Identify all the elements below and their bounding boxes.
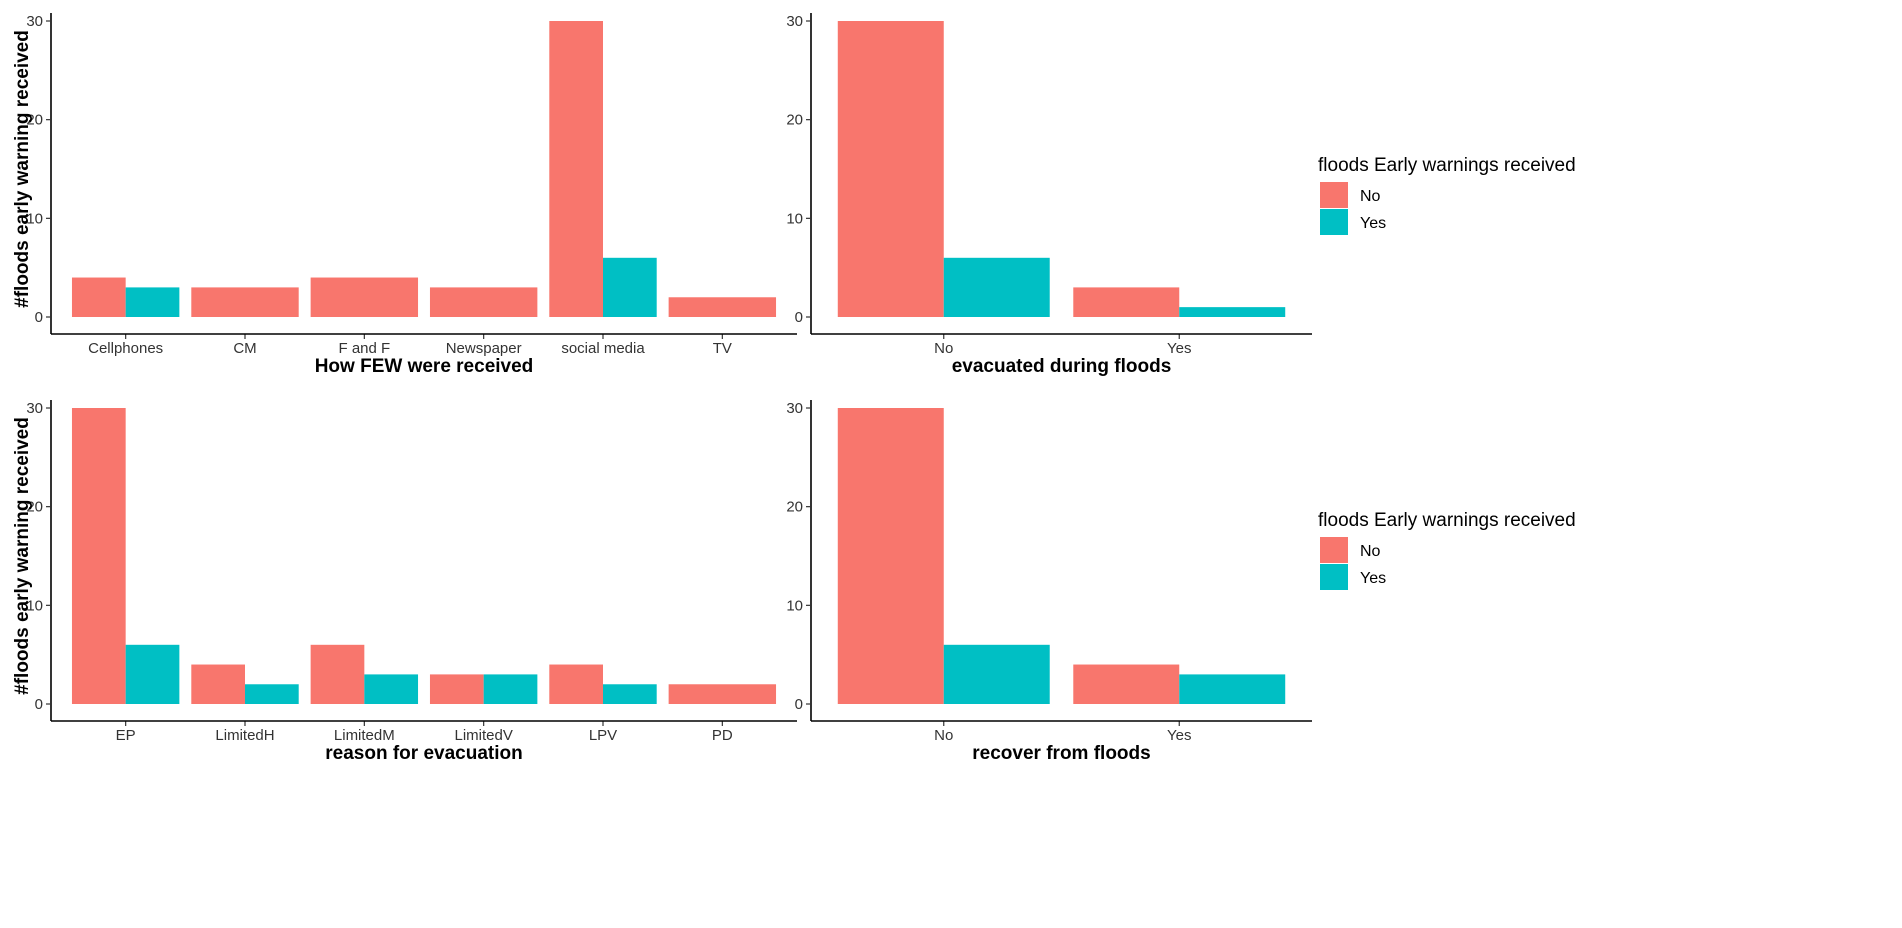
legend-label-no: No xyxy=(1360,543,1381,560)
bar-yes-limitedm xyxy=(364,674,419,704)
legend-bottom: floods Early warnings received No Yes xyxy=(1318,510,1576,590)
x-tick-label: PD xyxy=(712,727,733,744)
x-tick-label: Newspaper xyxy=(446,340,522,357)
x-tick-label: No xyxy=(934,340,953,357)
y-tick-label: 10 xyxy=(786,210,803,227)
y-tick-label: 30 xyxy=(26,400,43,417)
legend-title: floods Early warnings received xyxy=(1318,155,1576,176)
y-tick-label: 20 xyxy=(786,499,803,516)
y-tick-label: 0 xyxy=(795,309,803,326)
bar-no-yes xyxy=(1073,664,1180,704)
bar-no-lpv xyxy=(549,664,603,704)
bar-yes-ep xyxy=(125,644,180,704)
y-tick-label: 20 xyxy=(786,112,803,129)
x-tick-label: No xyxy=(934,727,953,744)
bar-no-no xyxy=(837,408,944,704)
x-tick-label: LimitedV xyxy=(454,727,512,744)
legend-title: floods Early warnings received xyxy=(1318,510,1576,531)
chart-panel-4: No Yes 0 10 20 30 recover from floods xyxy=(786,400,1312,764)
y-tick-label: 30 xyxy=(786,400,803,417)
x-tick-label: CM xyxy=(233,340,256,357)
y-tick-label: 0 xyxy=(35,696,43,713)
bar-no-limitedm xyxy=(310,644,365,704)
legend-top: floods Early warnings received No Yes xyxy=(1318,155,1576,235)
y-tick-label: 0 xyxy=(795,696,803,713)
x-axis-title: recover from floods xyxy=(972,743,1150,764)
bar-no-cellphones xyxy=(71,277,126,317)
y-tick-label: 20 xyxy=(26,112,43,129)
bar-no-limitedh xyxy=(191,664,245,704)
bar-yes-social-media xyxy=(603,257,657,317)
x-tick-label: F and F xyxy=(338,340,390,357)
y-tick-label: 10 xyxy=(786,597,803,614)
x-axis-title: evacuated during floods xyxy=(952,356,1172,377)
bar-yes-no xyxy=(943,644,1050,704)
bar-yes-yes xyxy=(1179,674,1286,704)
y-tick-label: 30 xyxy=(26,13,43,30)
x-tick-label: social media xyxy=(561,340,645,357)
x-tick-label: Yes xyxy=(1167,727,1191,744)
bar-no-no xyxy=(837,21,944,317)
bar-yes-no xyxy=(943,257,1050,317)
x-tick-label: LimitedH xyxy=(215,727,274,744)
bar-yes-lpv xyxy=(603,684,657,704)
y-tick-label: 0 xyxy=(35,309,43,326)
y-axis-title: #floods early warning received xyxy=(12,30,33,308)
bar-no-tv xyxy=(668,297,777,317)
x-tick-label: EP xyxy=(116,727,136,744)
legend-key-no xyxy=(1320,537,1348,563)
bar-no-f-and-f xyxy=(310,277,419,317)
bar-no-limitedv xyxy=(429,674,484,704)
legend-label-yes: Yes xyxy=(1360,215,1386,232)
legend-label-yes: Yes xyxy=(1360,570,1386,587)
legend-label-no: No xyxy=(1360,188,1381,205)
chart-panel-1: Cellphones CM F and F Newspaper social media… xyxy=(12,13,797,377)
legend-key-no xyxy=(1320,182,1348,208)
bar-no-newspaper xyxy=(429,287,538,317)
y-tick-label: 10 xyxy=(26,210,43,227)
bar-no-social-media xyxy=(549,21,603,317)
bar-no-cm xyxy=(191,287,299,317)
x-tick-label: Yes xyxy=(1167,340,1191,357)
bar-yes-yes xyxy=(1179,307,1286,317)
bar-no-yes xyxy=(1073,287,1180,317)
y-tick-label: 30 xyxy=(786,13,803,30)
y-tick-label: 20 xyxy=(26,499,43,516)
x-tick-label: TV xyxy=(713,340,732,357)
bar-yes-limitedh xyxy=(245,684,299,704)
bar-yes-limitedv xyxy=(483,674,538,704)
x-tick-label: Cellphones xyxy=(88,340,163,357)
bar-no-ep xyxy=(71,408,126,704)
x-axis-title: How FEW were received xyxy=(315,356,534,377)
x-tick-label: LPV xyxy=(589,727,617,744)
bar-yes-cellphones xyxy=(125,287,180,317)
chart-panel-3: EP LimitedH LimitedM LimitedV LPV PD 0 10 20 30 re… xyxy=(12,400,797,764)
chart-panel-2: No Yes 0 10 20 30 evacuated during floods xyxy=(786,13,1312,377)
bar-no-pd xyxy=(668,684,777,704)
legend-key-yes xyxy=(1320,209,1348,235)
y-axis-title: #floods early warning received xyxy=(12,417,33,695)
legend-key-yes xyxy=(1320,564,1348,590)
x-axis-title: reason for evacuation xyxy=(325,743,522,764)
x-tick-label: LimitedM xyxy=(334,727,395,744)
y-tick-label: 10 xyxy=(26,597,43,614)
